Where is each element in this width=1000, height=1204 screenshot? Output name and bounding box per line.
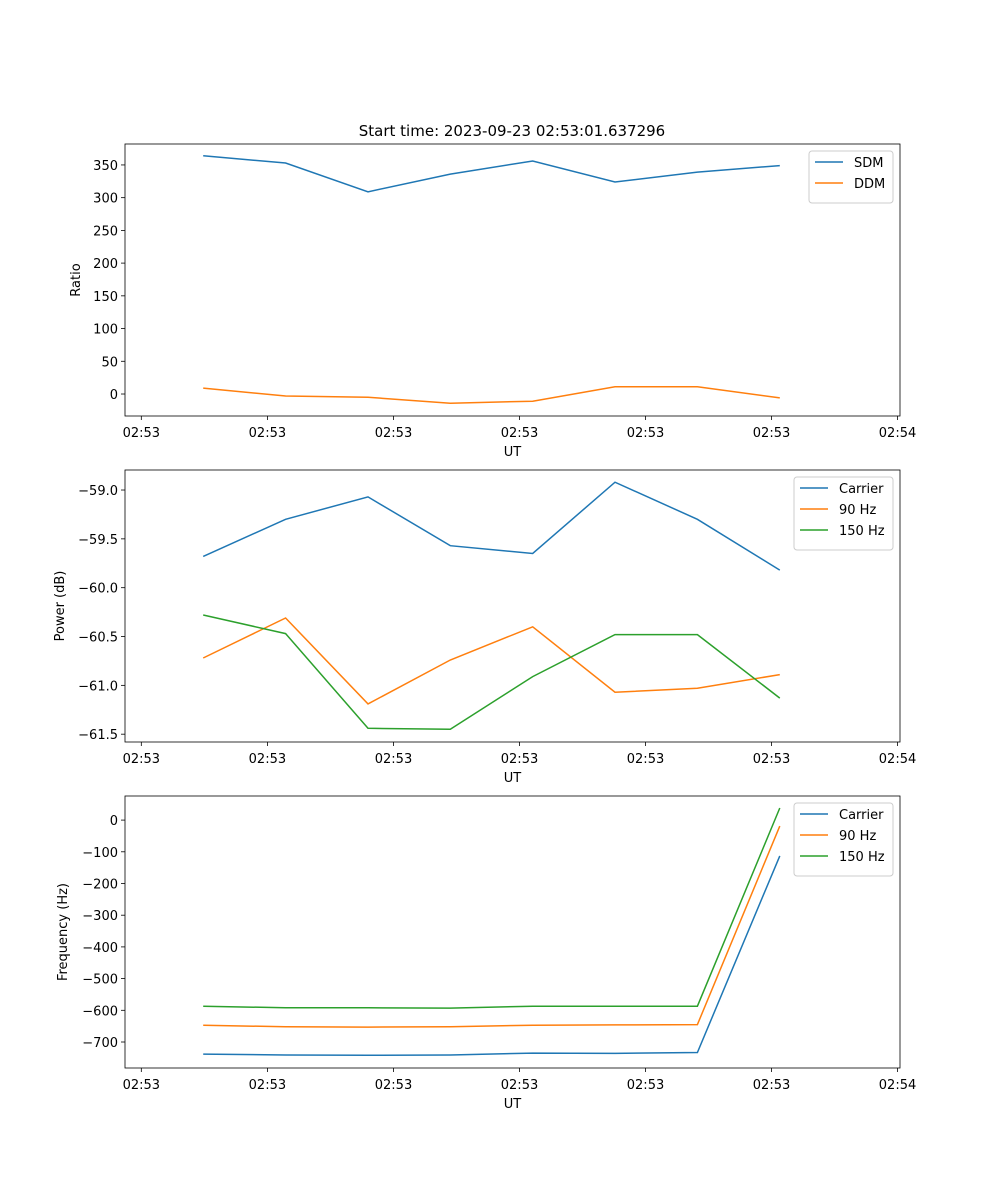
- x-tick-label: 02:53: [753, 426, 790, 441]
- x-tick-label: 02:53: [123, 752, 160, 767]
- x-tick-label: 02:53: [375, 752, 412, 767]
- y-tick-label: −60.0: [78, 582, 118, 597]
- legend-label: 150 Hz: [839, 524, 885, 539]
- subplot-1: 02:53 02:53 02:53 02:53 02:53 02:53 02:54 0 50 10…: [69, 143, 916, 460]
- x-tick-label: 02:53: [753, 752, 790, 767]
- series-line-150-hz: [203, 614, 781, 731]
- axes-frame: [124, 469, 901, 743]
- y-tick-label: 100: [93, 323, 118, 338]
- y-tick-label: 350: [93, 159, 118, 174]
- x-axis-label: UT: [504, 771, 522, 786]
- chart-title: Start time: 2023-09-23 02:53:01.637296: [359, 122, 665, 140]
- y-axis-label: Power (dB): [53, 571, 68, 642]
- subplot-2: 02:53 02:53 02:53 02:53 02:53 02:53 02:54 −61.5…: [53, 469, 916, 786]
- y-tick-label: 300: [93, 192, 118, 207]
- y-tick-label: −600: [82, 1004, 118, 1019]
- x-tick-label: 02:53: [501, 426, 538, 441]
- y-tick-label: −400: [82, 941, 118, 956]
- x-tick-label: 02:53: [249, 752, 286, 767]
- x-tick-label: 02:53: [249, 426, 286, 441]
- legend-box: [793, 476, 894, 551]
- x-tick-label: 02:53: [375, 1078, 412, 1093]
- y-axis-label: Frequency (Hz): [56, 883, 71, 981]
- subplot-3: 02:53 02:53 02:53 02:53 02:53 02:53 02:54 −700 −…: [56, 795, 916, 1112]
- x-tick-label: 02:54: [879, 426, 916, 441]
- x-tick-label: 02:53: [501, 1078, 538, 1093]
- legend-box: [808, 150, 894, 204]
- y-tick-label: −61.5: [78, 728, 118, 743]
- x-tick-label: 02:54: [879, 752, 916, 767]
- x-tick-label: 02:53: [753, 1078, 790, 1093]
- legend-label: Carrier: [839, 808, 884, 823]
- x-tick-label: 02:53: [123, 426, 160, 441]
- series-line-carrier: [202, 481, 781, 571]
- y-tick-label: −59.0: [78, 484, 118, 499]
- legend-label: SDM: [854, 156, 883, 171]
- legend-label: 90 Hz: [839, 503, 876, 518]
- x-axis-label: UT: [504, 445, 522, 460]
- legend: Carrier 90 Hz 150 Hz: [793, 802, 894, 877]
- y-tick-label: 250: [93, 224, 118, 239]
- legend-label: 90 Hz: [839, 829, 876, 844]
- series-line-90-hz: [203, 825, 781, 1028]
- series-line-carrier: [203, 855, 781, 1057]
- y-tick-label: −300: [82, 909, 118, 924]
- legend-label: 150 Hz: [839, 850, 885, 865]
- y-tick-label: −500: [82, 973, 118, 988]
- legend: Carrier 90 Hz 150 Hz: [793, 476, 894, 551]
- x-tick-label: 02:53: [249, 1078, 286, 1093]
- legend-label: Carrier: [839, 482, 884, 497]
- legend: SDM DDM: [808, 150, 894, 204]
- y-tick-label: −700: [82, 1036, 118, 1051]
- x-tick-label: 02:53: [375, 426, 412, 441]
- y-tick-label: 150: [93, 290, 118, 305]
- x-tick-label: 02:53: [627, 1078, 664, 1093]
- series-line-150-hz: [203, 807, 781, 1009]
- series-line-ddm: [203, 386, 780, 404]
- x-tick-label: 02:54: [879, 1078, 916, 1093]
- x-tick-label: 02:53: [123, 1078, 160, 1093]
- y-tick-label: 0: [110, 814, 118, 829]
- x-tick-label: 02:53: [501, 752, 538, 767]
- legend-box: [793, 802, 894, 877]
- series-line-sdm: [203, 155, 780, 193]
- y-tick-label: −61.0: [78, 679, 118, 694]
- y-tick-label: 200: [93, 257, 118, 272]
- x-axis-label: UT: [504, 1097, 522, 1112]
- axes-frame: [124, 143, 901, 417]
- y-tick-label: 0: [110, 388, 118, 403]
- legend-label: DDM: [854, 177, 885, 192]
- y-tick-label: −59.5: [78, 533, 118, 548]
- x-tick-label: 02:53: [627, 752, 664, 767]
- x-tick-label: 02:53: [627, 426, 664, 441]
- y-tick-label: 50: [101, 355, 118, 370]
- y-axis-label: Ratio: [69, 263, 84, 296]
- y-tick-label: −200: [82, 877, 118, 892]
- axes-frame: [124, 795, 901, 1069]
- y-tick-label: −60.5: [78, 631, 118, 646]
- y-tick-label: −100: [82, 846, 118, 861]
- series-line-90-hz: [202, 617, 780, 705]
